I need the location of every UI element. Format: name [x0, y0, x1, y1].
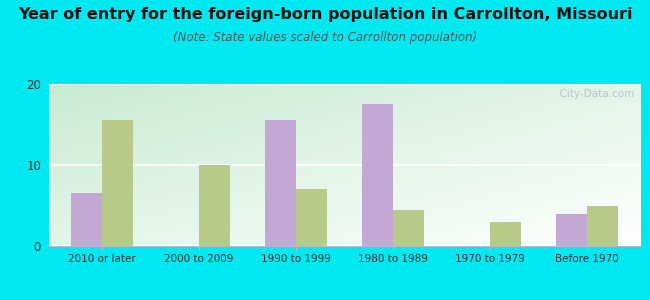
Bar	[393, 209, 424, 246]
Text: City-Data.com: City-Data.com	[553, 89, 634, 99]
Text: Year of entry for the foreign-born population in Carrollton, Missouri: Year of entry for the foreign-born popul…	[18, 8, 632, 22]
Bar	[296, 189, 327, 246]
Bar	[490, 222, 521, 246]
Bar	[71, 193, 102, 246]
Bar	[265, 120, 296, 246]
Text: (Note: State values scaled to Carrollton population): (Note: State values scaled to Carrollton…	[173, 32, 477, 44]
Bar	[102, 120, 133, 246]
Bar	[556, 214, 587, 246]
Bar	[199, 165, 230, 246]
Bar	[587, 206, 618, 246]
Bar	[362, 104, 393, 246]
